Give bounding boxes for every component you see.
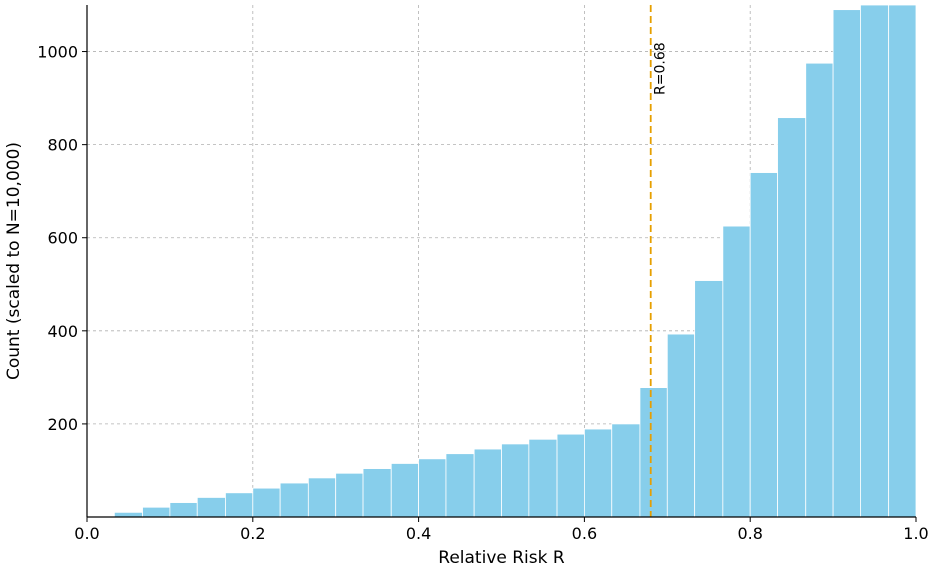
y-tick-label: 400 (47, 322, 78, 341)
histogram-bar (169, 502, 198, 518)
x-tick-label: 1.0 (903, 524, 928, 543)
histogram-bar (307, 477, 337, 518)
histogram-bar (113, 511, 143, 518)
histogram-bar (777, 117, 807, 518)
y-tick-label: 200 (47, 415, 78, 434)
histogram-bar (362, 468, 392, 518)
histogram-bar (142, 506, 171, 518)
x-tick-label: 0.8 (737, 524, 762, 543)
histogram-bar (445, 453, 475, 518)
x-tick-label: 0.6 (572, 524, 597, 543)
reference-line-group: R=0.68 (649, 5, 669, 517)
histogram-bar (888, 4, 917, 518)
histogram-bar (473, 448, 502, 518)
y-axis-label: Count (scaled to N=10,000) (4, 142, 24, 380)
axes (86, 5, 916, 518)
histogram-bar (279, 482, 309, 518)
y-tick-label: 600 (47, 229, 78, 248)
histogram-bar (528, 438, 558, 518)
x-axis-ticks: 0.0 0.2 0.4 0.6 0.8 1.0 (74, 517, 929, 543)
x-tick-label: 0.4 (406, 524, 431, 543)
histogram-bar (196, 497, 226, 518)
histogram-bar (556, 433, 585, 518)
x-tick-label: 0.0 (74, 524, 99, 543)
histogram-bars (113, 4, 917, 518)
histogram-bar (694, 280, 724, 518)
histogram-bar (666, 333, 696, 518)
histogram-bar (805, 62, 834, 518)
reference-line-label: R=0.68 (653, 42, 669, 95)
histogram-bar (501, 443, 530, 518)
histogram-bar (749, 172, 778, 518)
y-tick-label: 1000 (37, 43, 78, 62)
x-tick-label: 0.2 (240, 524, 265, 543)
histogram-bar (225, 492, 254, 518)
histogram-bar (584, 428, 613, 518)
histogram-bar (418, 458, 447, 518)
histogram-bar (252, 487, 281, 518)
histogram-bar (390, 463, 420, 518)
histogram-bar (335, 472, 364, 518)
histogram-bar (722, 225, 751, 518)
histogram-bar (611, 423, 641, 518)
histogram-bar (639, 387, 668, 518)
y-tick-label: 800 (47, 136, 78, 155)
x-axis-label: Relative Risk R (438, 548, 565, 568)
y-axis-ticks: 200 400 600 800 1000 (37, 43, 87, 434)
histogram-bar (860, 4, 890, 518)
histogram-bar (832, 9, 861, 518)
